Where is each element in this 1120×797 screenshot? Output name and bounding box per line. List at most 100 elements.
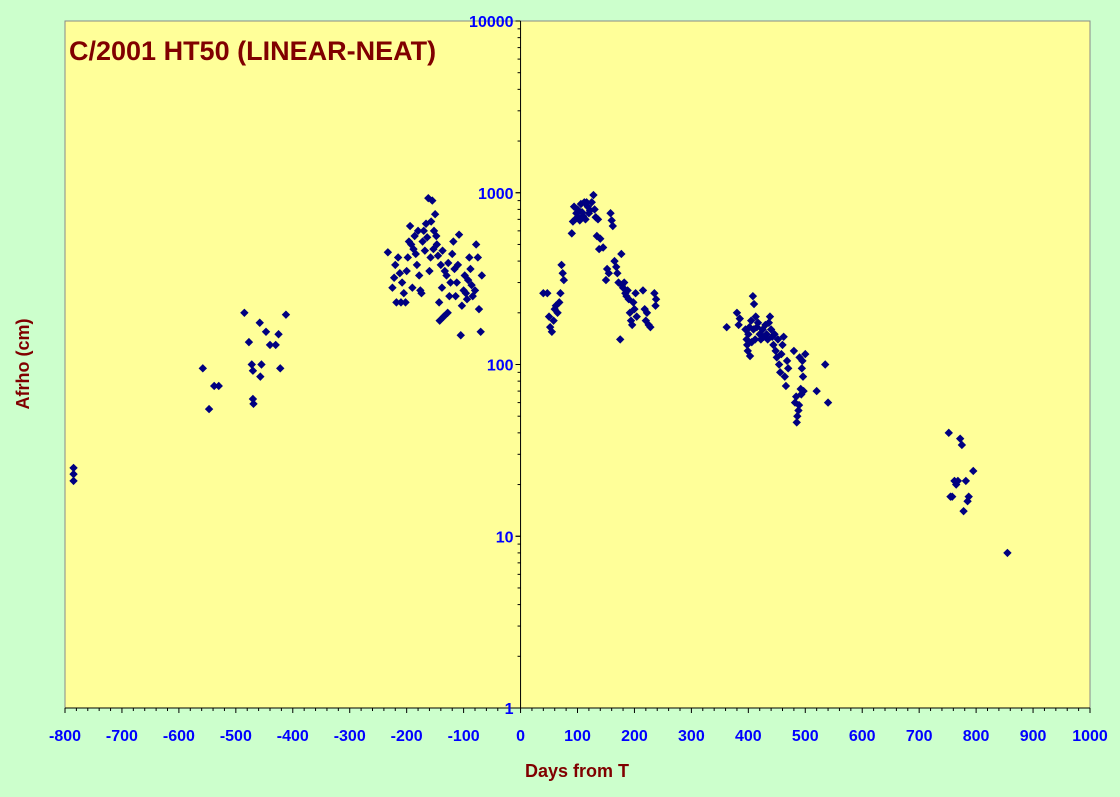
data-point — [413, 226, 423, 236]
data-point — [1003, 548, 1012, 558]
data-point — [244, 337, 254, 347]
data-point — [209, 381, 219, 391]
data-point — [426, 217, 436, 226]
x-tick-label: -500 — [220, 728, 252, 745]
data-point — [799, 386, 808, 396]
data-point — [632, 312, 641, 321]
data-point — [395, 269, 405, 278]
data-point — [391, 260, 400, 270]
data-point — [403, 253, 413, 262]
data-point — [425, 266, 434, 276]
x-tick-label: 600 — [849, 728, 876, 745]
data-point — [198, 364, 208, 373]
data-point — [959, 506, 968, 516]
data-point — [957, 440, 967, 450]
data-point — [797, 364, 807, 373]
data-point — [558, 269, 567, 278]
plot-area — [64, 20, 1091, 709]
data-point — [619, 278, 629, 287]
x-tick-label: -800 — [49, 728, 81, 745]
data-point — [616, 335, 625, 344]
data-point — [465, 253, 474, 262]
data-point — [444, 258, 453, 268]
x-tick-label: 500 — [792, 728, 819, 745]
data-point — [255, 318, 264, 327]
data-point — [794, 400, 804, 410]
x-tick-label: -400 — [277, 728, 309, 745]
x-tick-label: 800 — [963, 728, 990, 745]
data-point — [422, 233, 432, 242]
data-point — [265, 340, 275, 350]
data-point — [410, 231, 419, 241]
data-point — [428, 196, 437, 205]
data-point — [462, 294, 472, 304]
data-point — [821, 360, 830, 369]
data-point — [596, 234, 605, 243]
data-point — [401, 298, 410, 307]
data-point — [432, 231, 441, 241]
data-point — [572, 209, 581, 218]
data-point — [69, 463, 78, 473]
data-point — [774, 360, 784, 369]
data-point — [770, 330, 779, 339]
y-tick-label: 10 — [496, 529, 514, 546]
data-point — [602, 264, 612, 274]
data-point — [466, 264, 475, 274]
data-point — [442, 271, 451, 280]
data-point — [569, 202, 579, 211]
data-point — [953, 476, 963, 486]
data-point — [452, 278, 461, 287]
data-point — [749, 299, 759, 309]
data-point — [641, 316, 651, 325]
data-point — [457, 301, 467, 310]
y-tick-label: 10000 — [469, 14, 514, 31]
data-point — [650, 289, 659, 298]
x-tick-label: 0 — [516, 728, 525, 745]
data-point — [574, 213, 583, 222]
y-tick-label: 100 — [487, 358, 514, 375]
data-point — [798, 372, 808, 381]
data-point — [412, 260, 422, 270]
data-point — [418, 237, 427, 246]
data-point — [399, 289, 409, 298]
data-point — [248, 366, 258, 375]
data-point — [470, 286, 480, 295]
data-point — [555, 298, 564, 307]
data-point — [589, 190, 598, 200]
data-point — [585, 206, 595, 215]
data-point — [796, 384, 805, 394]
data-point — [467, 280, 476, 290]
data-point — [598, 243, 608, 252]
data-point — [756, 335, 766, 344]
data-point — [606, 209, 615, 218]
x-tick-label: 900 — [1020, 728, 1047, 745]
data-point — [544, 312, 554, 321]
data-point — [550, 304, 559, 314]
data-point — [414, 271, 424, 280]
data-point — [426, 253, 435, 262]
data-point — [751, 312, 760, 321]
data-point — [69, 476, 78, 486]
data-point — [256, 372, 265, 381]
data-point — [389, 273, 399, 282]
data-point — [393, 253, 403, 262]
x-tick-label: 300 — [678, 728, 705, 745]
data-point — [274, 330, 283, 339]
data-point — [449, 237, 458, 246]
data-point — [969, 466, 978, 476]
data-point — [631, 289, 640, 298]
data-point — [795, 353, 804, 362]
data-point — [783, 364, 793, 373]
data-point — [445, 291, 454, 301]
data-point — [776, 368, 785, 377]
data-point — [549, 316, 558, 325]
data-point — [630, 304, 639, 314]
data-point — [622, 291, 631, 301]
data-point — [461, 289, 471, 298]
data-point — [405, 221, 415, 231]
data-point — [557, 260, 566, 270]
data-point — [591, 213, 600, 222]
data-point — [749, 325, 758, 334]
data-point — [612, 262, 621, 272]
